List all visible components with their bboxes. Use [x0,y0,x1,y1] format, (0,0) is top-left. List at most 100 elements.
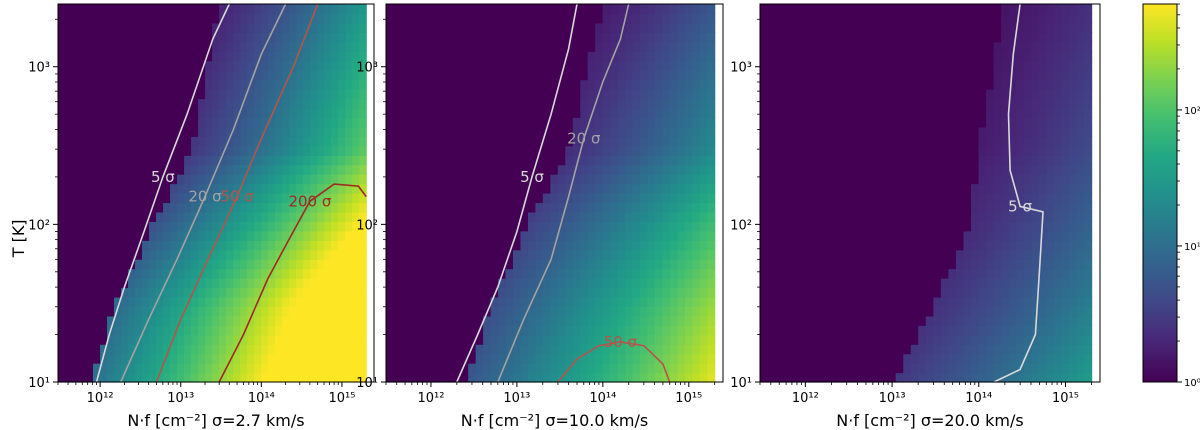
heatmap-cell [393,155,402,166]
heatmap-cell [79,89,87,100]
heatmap-cell [135,126,143,137]
heatmap-cell [490,306,499,317]
heatmap-cell [632,211,641,222]
heatmap-cell [93,136,101,147]
heatmap-cell [707,4,716,15]
heatmap-cell [430,174,439,185]
heatmap-cell [933,117,942,128]
heatmap-cell [107,4,115,15]
heatmap-cell [790,334,799,345]
heatmap-cell [669,60,678,71]
heatmap-cell [268,145,276,156]
heatmap-cell [940,363,950,374]
heatmap-cell [699,13,708,24]
heatmap-cell [303,89,311,100]
heatmap-cell [933,221,942,232]
heatmap-cell [639,296,649,307]
heatmap-cell [72,315,80,326]
heatmap-cell [128,136,136,147]
heatmap-cell [415,363,424,374]
heatmap-cell [610,221,619,232]
heatmap-cell [331,193,339,204]
heatmap-cell [993,174,1002,185]
heatmap-cell [58,193,66,204]
heatmap-cell [114,60,122,71]
heatmap-cell [918,193,927,204]
heatmap-cell [345,287,353,298]
heatmap-cell [240,107,248,118]
heatmap-cell [303,51,311,62]
heatmap-cell [226,259,234,270]
heatmap-cell [512,268,522,279]
heatmap-cell [639,372,649,383]
heatmap-cell [895,240,904,251]
heatmap-cell [233,230,241,241]
heatmap-cell [925,126,934,137]
heatmap-cell [669,211,678,222]
heatmap-cell [812,287,821,298]
heatmap-cell [352,306,360,317]
heatmap-cell [557,174,566,185]
heatmap-cell [72,32,80,43]
heatmap-cell [393,306,402,317]
heatmap-cell [386,240,395,251]
heatmap-cell [282,164,290,175]
x-tick-label: 10¹⁴ [248,391,275,406]
heatmap-cell [692,249,701,260]
heatmap-cell [805,145,814,156]
heatmap-cell [212,296,220,307]
heatmap-cell [557,41,566,52]
heatmap-cell [820,174,829,185]
heatmap-cell [692,41,701,52]
heatmap-cell [386,315,395,326]
heatmap-cell [317,344,325,355]
heatmap-cell [345,278,353,289]
heatmap-cell [835,183,844,194]
heatmap-cell [415,41,424,52]
heatmap-cell [1046,183,1055,194]
heatmap-cell [850,306,859,317]
heatmap-cell [910,249,919,260]
heatmap-cell [632,70,641,81]
heatmap-cell [475,79,484,90]
heatmap-cell [275,145,283,156]
heatmap-cell [261,98,269,109]
heatmap-cell [888,315,897,326]
heatmap-cell [282,13,290,24]
heatmap-cell [490,70,499,81]
heatmap-cell [331,211,339,222]
heatmap-cell [170,211,178,222]
heatmap-cell [65,4,73,15]
heatmap-cell [310,174,318,185]
heatmap-cell [617,334,626,345]
heatmap-cell [468,41,477,52]
heatmap-cell [240,202,248,213]
heatmap-cell [527,60,536,71]
heatmap-cell [760,325,769,336]
heatmap-cell [296,79,304,90]
heatmap-cell [331,325,339,336]
heatmap-cell [268,372,276,383]
heatmap-cell [542,183,551,194]
heatmap-cell [647,306,656,317]
heatmap-cell [100,145,108,156]
heatmap-cell [219,230,227,241]
heatmap-cell [58,41,66,52]
heatmap-cell [760,145,769,156]
heatmap-cell [331,13,339,24]
heatmap-cell [580,296,589,307]
heatmap-cell [1038,183,1047,194]
heatmap-cell [107,363,115,374]
heatmap-cell [857,230,867,241]
heatmap-cell [198,221,206,232]
heatmap-cell [93,315,101,326]
heatmap-cell [191,164,199,175]
heatmap-cell [684,79,693,90]
heatmap-cell [254,32,262,43]
heatmap-cell [475,89,484,100]
heatmap-cell [475,240,484,251]
heatmap-cell [873,306,882,317]
heatmap-cell [386,4,395,15]
heatmap-cell [58,79,66,90]
heatmap-cell [669,98,678,109]
